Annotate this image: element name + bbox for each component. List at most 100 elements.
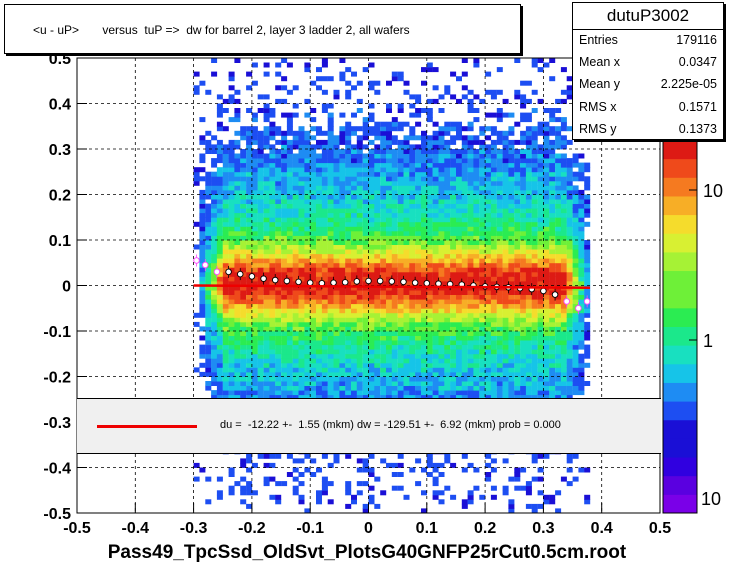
heatmap-cell [584,321,591,327]
heatmap-cell [321,490,328,496]
heatmap-cell [316,230,322,236]
heatmap-cell [263,139,270,145]
heatmap-cell [257,453,264,459]
heatmap-cell [345,353,352,359]
heatmap-cell [327,212,334,218]
heatmap-cell [286,340,293,346]
heatmap-cell [502,458,509,464]
heatmap-cell [228,312,235,318]
heatmap-cell [286,162,293,168]
heatmap-cell [316,162,322,168]
heatmap-cell [508,240,515,245]
heatmap-cell [222,367,229,373]
heatmap-cell [222,303,229,309]
heatmap-cell [432,149,439,154]
heatmap-cell [327,153,334,159]
heatmap-cell [222,340,229,346]
heatmap-cell [240,280,247,286]
heatmap-cell [537,258,544,264]
heatmap-cell [286,344,293,350]
heatmap-cell [549,244,556,250]
heatmap-cell [566,481,573,487]
heatmap-cell [415,240,422,245]
heatmap-cell [298,358,305,364]
heatmap-cell [432,267,439,273]
heatmap-cell [490,312,497,318]
heatmap-cell [397,353,404,359]
heatmap-cell [222,376,229,382]
heatmap-cell [386,294,392,300]
heatmap-cell [292,253,299,259]
heatmap-cell [327,189,334,195]
heatmap-cell [560,290,567,295]
heatmap-cell [485,144,492,150]
heatmap-cell [228,98,235,104]
heatmap-cell [281,85,288,91]
heatmap-cell [508,271,515,277]
heatmap-cell [228,349,235,355]
heatmap-cell [572,390,579,396]
heatmap-cell [543,217,550,223]
heatmap-cell [257,130,264,136]
heatmap-cell [467,139,474,145]
heatmap-cell [269,285,276,291]
heatmap-cell [391,294,398,300]
heatmap-cell [409,335,416,341]
heatmap-cell [193,167,200,173]
heatmap-cell [386,394,392,400]
heatmap-cell [490,139,497,145]
heatmap-cell [461,249,468,255]
heatmap-cell [222,385,229,391]
heatmap-cell [572,321,579,327]
heatmap-cell [292,376,299,382]
heatmap-cell [246,353,253,359]
heatmap-cell [473,199,480,204]
heatmap-cell [286,271,293,277]
heatmap-cell [228,485,235,491]
heatmap-cell [426,344,433,350]
heatmap-cell [421,367,427,373]
heatmap-cell [479,312,486,318]
heatmap-cell [432,253,439,259]
heatmap-cell [193,85,200,91]
heatmap-cell [386,376,392,382]
heatmap-cell [205,171,212,177]
heatmap-cell [496,276,503,282]
heatmap-cell [397,285,404,291]
heatmap-cell [351,494,357,500]
heatmap-cell [549,353,556,359]
heatmap-cell [246,135,253,141]
heatmap-cell [386,381,392,386]
heatmap-cell [321,130,328,136]
heatmap-cell [251,294,258,300]
heatmap-cell [327,462,334,468]
heatmap-cell [432,153,439,159]
heatmap-cell [211,194,218,200]
heatmap-cell [321,362,328,368]
heatmap-cell [339,167,346,173]
heatmap-cell [432,85,439,91]
heatmap-cell [316,139,322,145]
heatmap-cell [351,149,357,154]
heatmap-cell [257,317,264,323]
heatmap-cell [374,130,381,136]
heatmap-cell [496,176,503,182]
heatmap-cell [386,103,392,109]
heatmap-cell [222,167,229,173]
heatmap-cell [508,376,515,382]
heatmap-cell [374,299,381,305]
heatmap-cell [222,249,229,255]
heatmap-cell [292,358,299,364]
heatmap-cell [502,335,509,341]
heatmap-cell [310,331,317,336]
heatmap-cell [450,462,457,468]
heatmap-cell [514,280,521,286]
heatmap-cell [426,308,433,314]
heatmap-cell [356,167,363,173]
heatmap-cell [269,208,276,214]
heatmap-cell [502,312,509,318]
heatmap-cell [211,294,218,300]
heatmap-cell [444,390,451,396]
heatmap-cell [514,171,521,177]
heatmap-cell [316,376,322,382]
